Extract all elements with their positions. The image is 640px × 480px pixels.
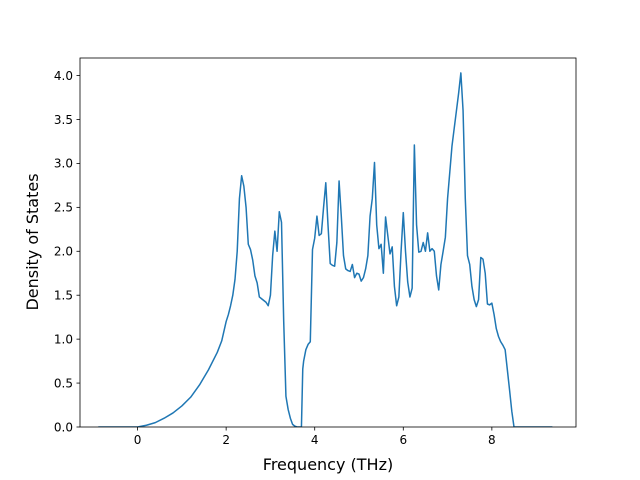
- y-tick-label: 0.5: [54, 376, 73, 390]
- x-tick-label: 2: [222, 433, 230, 447]
- axes: 0 2 4 6 8 0.0 0.5 1.0 1.5 2.0 2.5 3.0 3.5 4.0: [54, 57, 577, 447]
- plot-area: [98, 72, 553, 427]
- x-tick-label: 4: [311, 433, 319, 447]
- x-tick-label: 8: [488, 433, 496, 447]
- y-axis-label: Density of States: [23, 173, 42, 310]
- x-axis-label: Frequency (THz): [263, 455, 393, 474]
- axes-frame: [79, 57, 577, 428]
- y-tick-label: 4.0: [54, 69, 73, 83]
- y-tick-label: 1.0: [54, 332, 73, 346]
- x-tick-label: 0: [134, 433, 142, 447]
- y-tick-label: 0.0: [54, 420, 73, 434]
- x-tick-label: 6: [399, 433, 407, 447]
- dos-line-series-0: [98, 72, 553, 427]
- y-tick-label: 1.5: [54, 289, 73, 303]
- y-tick-label: 3.5: [54, 113, 73, 127]
- y-tick-label: 3.0: [54, 157, 73, 171]
- y-tick-label: 2.0: [54, 245, 73, 259]
- y-tick-label: 2.5: [54, 201, 73, 215]
